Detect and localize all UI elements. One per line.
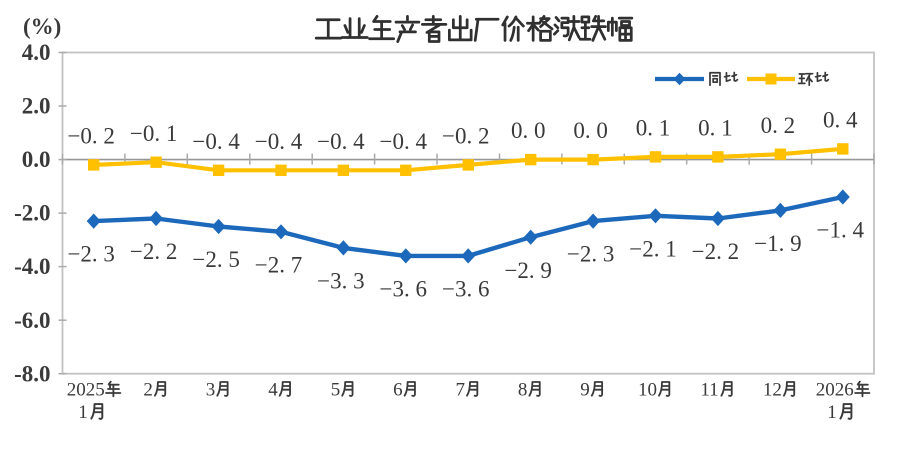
svg-text:0. 4: 0. 4: [823, 108, 858, 133]
svg-text:−1. 4: −1. 4: [817, 218, 865, 243]
svg-text:−0. 1: −0. 1: [130, 121, 177, 146]
svg-text:2: 2: [143, 379, 153, 400]
svg-text:−0. 4: −0. 4: [317, 129, 365, 154]
svg-text:−2. 3: −2. 3: [567, 242, 614, 267]
svg-text:0. 2: 0. 2: [761, 113, 796, 138]
svg-text:10: 10: [638, 379, 657, 400]
svg-text:−2. 9: −2. 9: [504, 258, 551, 283]
svg-text:4: 4: [268, 379, 278, 400]
svg-text:0. 1: 0. 1: [636, 116, 671, 141]
svg-text:0. 0: 0. 0: [573, 118, 608, 143]
svg-text:8: 8: [518, 379, 528, 400]
svg-text:−1. 9: −1. 9: [754, 231, 801, 256]
svg-text:-2.0: -2.0: [14, 201, 50, 226]
svg-text:−3. 6: −3. 6: [380, 277, 427, 302]
svg-text:0.0: 0.0: [22, 147, 51, 172]
svg-text:−0. 4: −0. 4: [192, 129, 240, 154]
svg-text:-8.0: -8.0: [14, 361, 50, 386]
svg-text:0. 0: 0. 0: [511, 118, 546, 143]
svg-text:−2. 2: −2. 2: [692, 239, 739, 264]
svg-text:2025: 2025: [67, 379, 105, 400]
svg-text:6: 6: [393, 379, 403, 400]
svg-text:12: 12: [763, 379, 782, 400]
svg-text:0. 1: 0. 1: [698, 116, 733, 141]
svg-text:4.0: 4.0: [22, 40, 51, 65]
svg-text:1: 1: [78, 402, 88, 423]
svg-text:−0. 2: −0. 2: [442, 124, 489, 149]
svg-text:1: 1: [827, 402, 837, 423]
svg-text:−2. 1: −2. 1: [629, 236, 676, 261]
svg-text:−0. 4: −0. 4: [380, 129, 428, 154]
svg-text:−2. 7: −2. 7: [255, 252, 302, 277]
svg-text:−3. 6: −3. 6: [442, 277, 489, 302]
svg-text:(%): (%): [23, 14, 61, 39]
svg-text:−0. 4: −0. 4: [255, 129, 303, 154]
svg-text:−0. 2: −0. 2: [67, 124, 114, 149]
svg-text:−2. 3: −2. 3: [67, 242, 114, 267]
svg-text:−3. 3: −3. 3: [317, 269, 364, 294]
svg-text:9: 9: [580, 379, 590, 400]
svg-text:-4.0: -4.0: [14, 254, 50, 279]
svg-text:3: 3: [206, 379, 216, 400]
svg-text:5: 5: [331, 379, 341, 400]
svg-text:7: 7: [456, 379, 466, 400]
svg-text:11: 11: [700, 379, 718, 400]
svg-text:2.0: 2.0: [22, 94, 51, 119]
svg-text:-6.0: -6.0: [14, 308, 50, 333]
svg-text:2026: 2026: [816, 379, 854, 400]
svg-text:−2. 5: −2. 5: [192, 247, 239, 272]
svg-text:−2. 2: −2. 2: [130, 239, 177, 264]
